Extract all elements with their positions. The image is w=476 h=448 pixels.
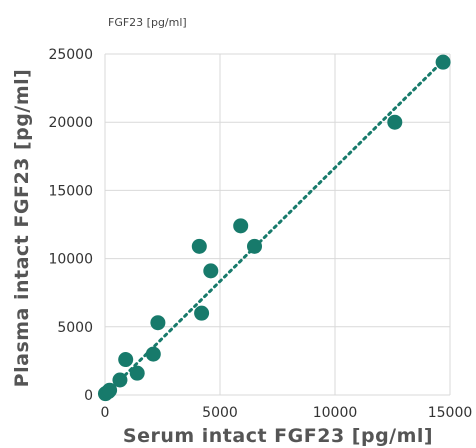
y-axis-title: Plasma intact FGF23 [pg/ml] [11, 69, 33, 388]
x-axis-title: Serum intact FGF23 [pg/ml] [123, 425, 433, 447]
y-tick-label: 20000 [48, 115, 93, 131]
data-point [146, 347, 161, 362]
data-point [150, 315, 165, 330]
data-point [118, 352, 133, 367]
data-point [387, 115, 402, 130]
data-point [233, 218, 248, 233]
data-point [112, 372, 127, 387]
data-point [203, 263, 218, 278]
x-axis-ticks: 0 5000 10000 15000 [101, 405, 473, 421]
trendline [105, 61, 443, 395]
trendline-line [105, 61, 443, 395]
x-tick-label: 10000 [313, 405, 358, 421]
data-point [130, 366, 145, 381]
y-tick-label: 5000 [57, 320, 93, 336]
y-tick-label: 25000 [48, 47, 93, 63]
y-tick-label: 0 [84, 388, 93, 404]
y-tick-label: 15000 [48, 183, 93, 199]
data-point [247, 239, 262, 254]
data-point [436, 55, 451, 70]
data-point [192, 239, 207, 254]
data-point [194, 306, 209, 321]
x-tick-label: 5000 [202, 405, 238, 421]
chart-title: FGF23 [pg/ml] [108, 16, 187, 29]
y-tick-label: 10000 [48, 252, 93, 268]
x-tick-label: 0 [101, 405, 110, 421]
x-tick-label: 15000 [428, 405, 473, 421]
y-axis-ticks: 0 5000 10000 15000 20000 25000 [48, 47, 93, 404]
